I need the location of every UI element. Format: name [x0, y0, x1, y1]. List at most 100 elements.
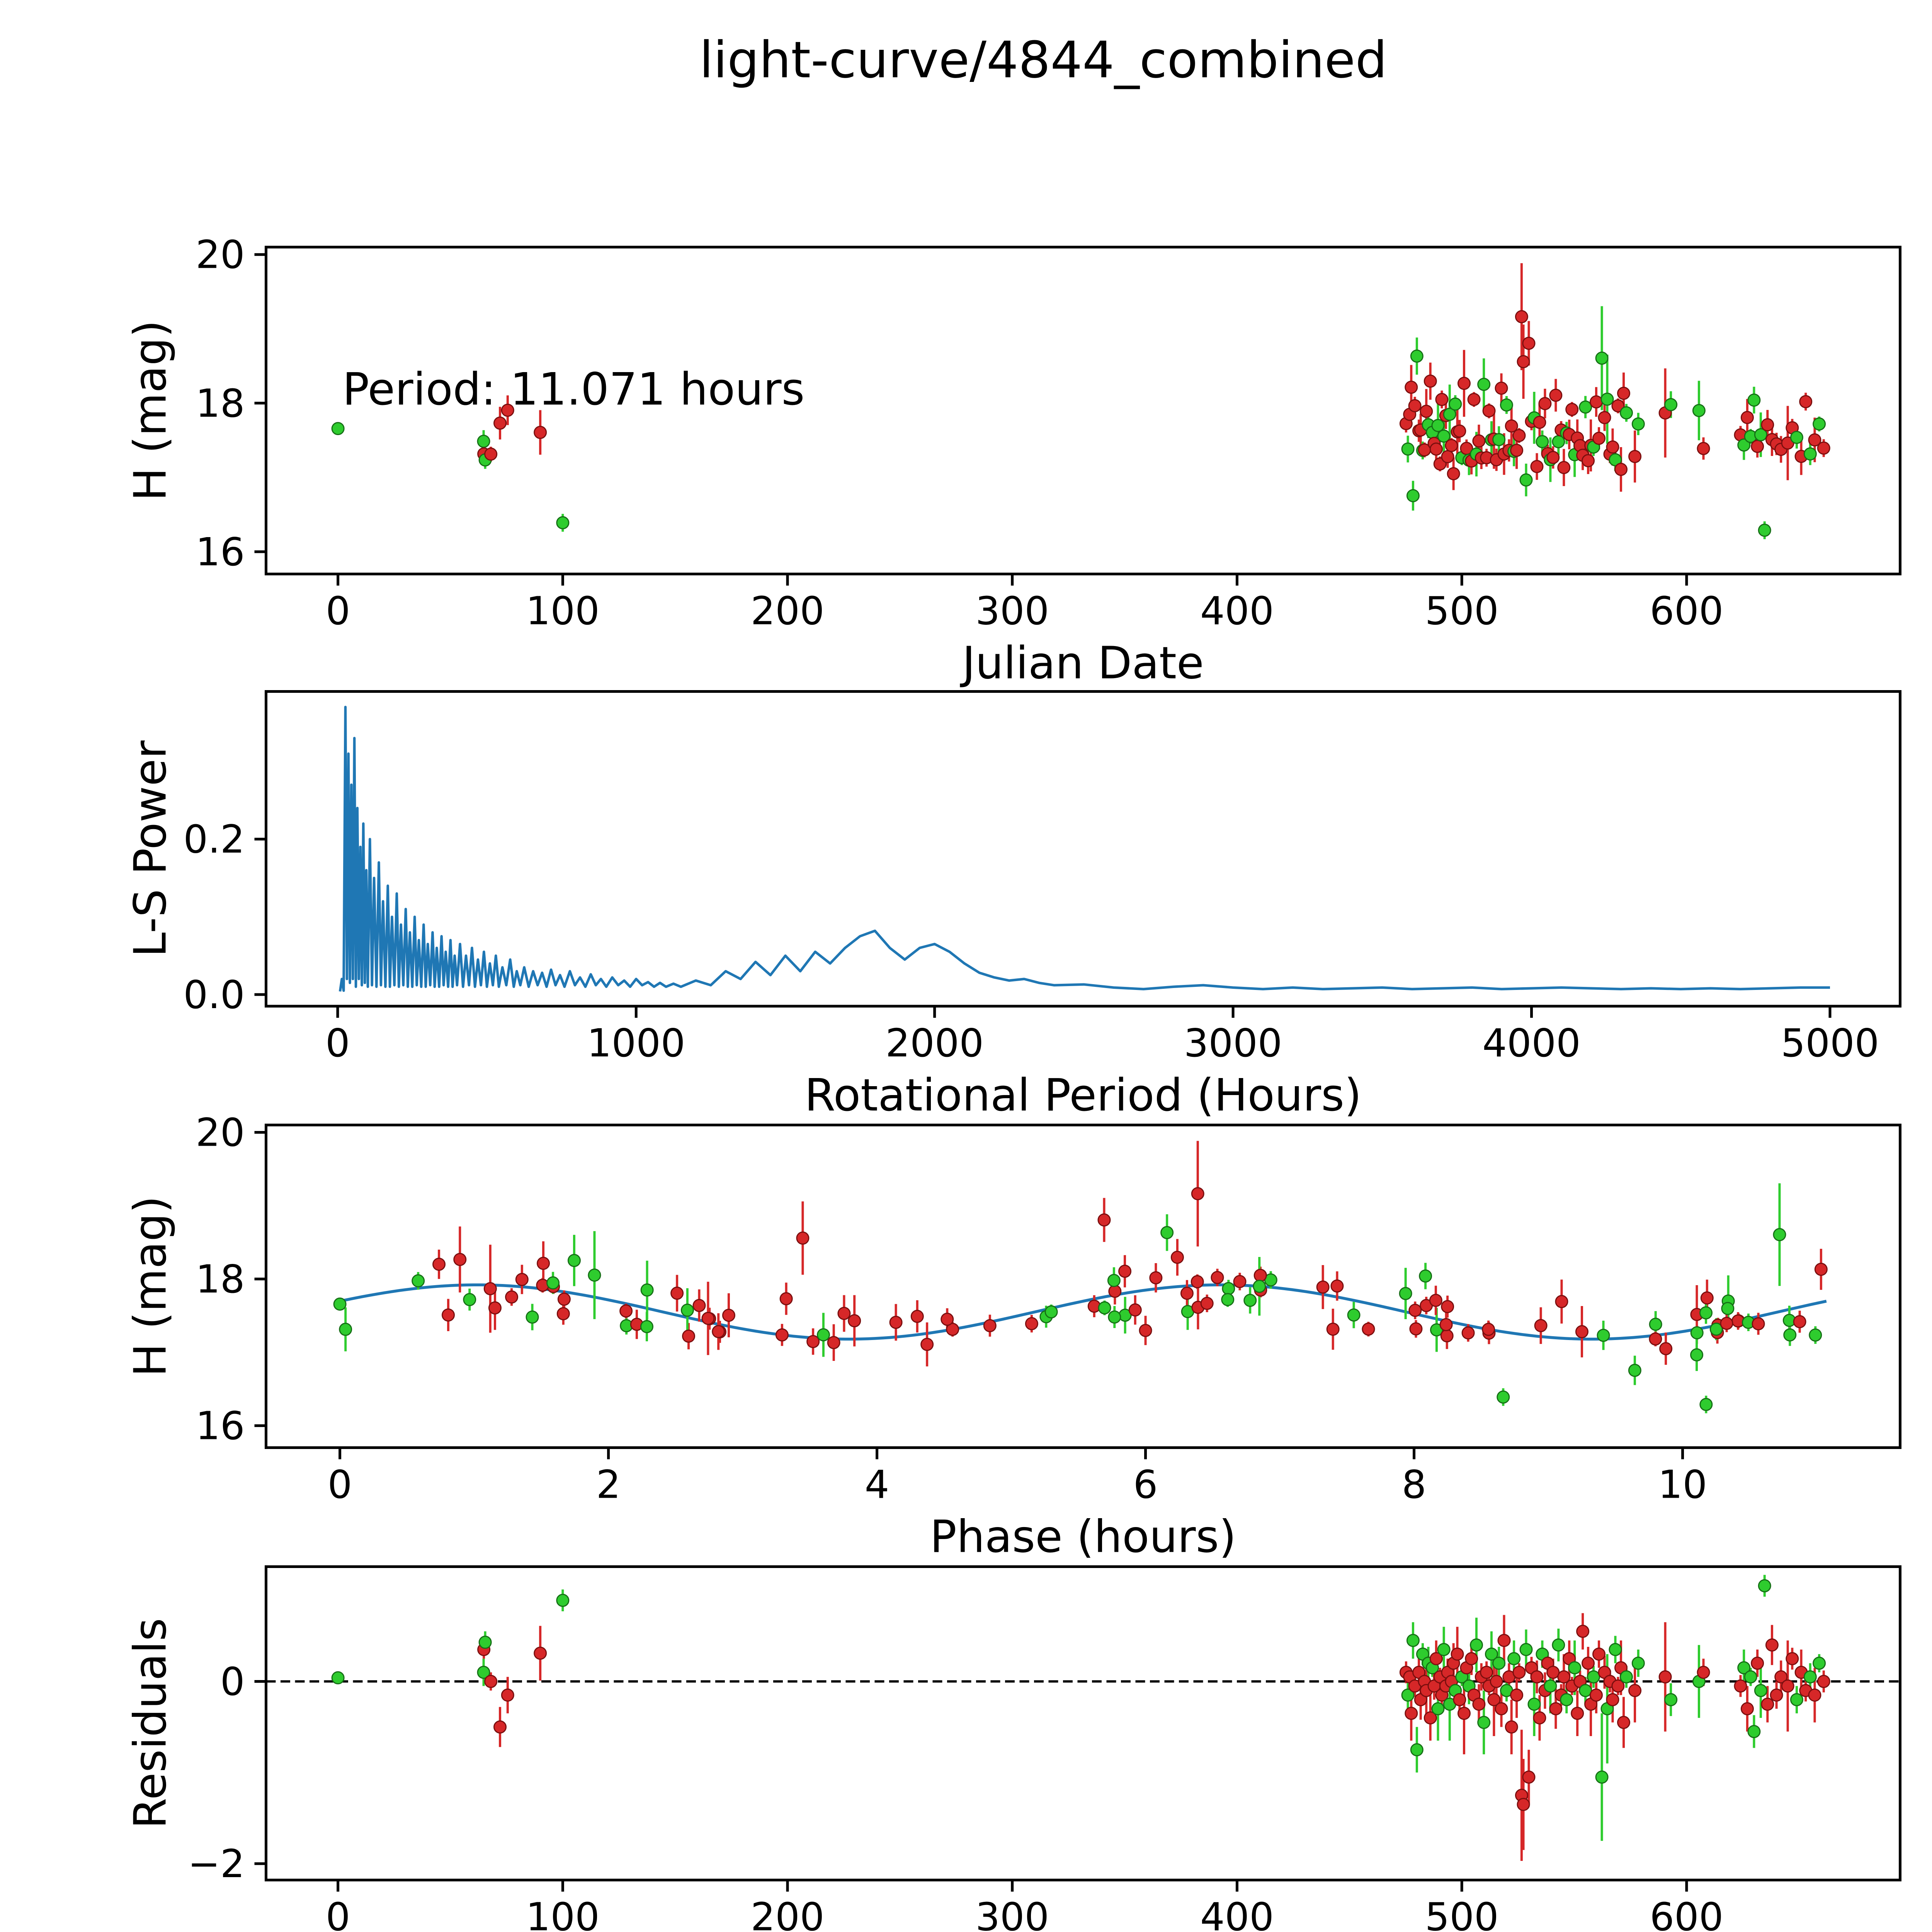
data-point [1362, 1322, 1375, 1336]
data-point [1803, 447, 1817, 461]
data-point [1437, 1643, 1451, 1656]
data-point [526, 1310, 539, 1324]
data-point [1737, 1661, 1751, 1675]
data-point [1482, 404, 1496, 418]
data-point [1761, 1697, 1774, 1711]
x-tick-label: 8 [1402, 1462, 1427, 1507]
data-point [1211, 1271, 1224, 1284]
data-point [1751, 1656, 1764, 1670]
data-point [1751, 440, 1764, 453]
data-point [1803, 1670, 1817, 1684]
error-bars [338, 1141, 1822, 1413]
data-point [1697, 442, 1710, 455]
x-tick-label: 600 [1650, 1895, 1723, 1932]
data-point [477, 435, 490, 448]
data-point [1519, 1643, 1533, 1656]
data-point [1598, 411, 1611, 424]
data-point [556, 1307, 570, 1320]
data-point [483, 1282, 497, 1296]
data-point [1700, 1291, 1714, 1305]
data-point [1609, 453, 1622, 466]
data-point [1530, 1670, 1544, 1684]
y-tick-label: 16 [196, 529, 245, 575]
data-point [1552, 1638, 1565, 1652]
data-point [1405, 1707, 1418, 1720]
x-tick-label: 200 [751, 588, 825, 634]
data-point [1330, 1279, 1344, 1293]
data-point [1118, 1264, 1132, 1278]
data-point [1527, 1697, 1541, 1711]
data-point [505, 1290, 519, 1304]
data-point [1443, 408, 1456, 421]
data-point [1044, 1305, 1058, 1319]
data-point [331, 1671, 345, 1685]
data-point [1467, 393, 1481, 406]
data-point [463, 1293, 476, 1306]
x-tick-label: 6 [1133, 1462, 1158, 1507]
data-point [1590, 395, 1603, 409]
data-point [1469, 1638, 1483, 1652]
y-tick-label: 0 [220, 1659, 245, 1704]
data-point [1628, 450, 1642, 463]
y-tick-label: 20 [196, 232, 245, 277]
data-point [515, 1273, 529, 1286]
data-point [1449, 397, 1462, 411]
data-point [1582, 1656, 1595, 1670]
plot-frame [264, 1123, 1901, 1449]
data-point [692, 1299, 706, 1312]
data-point [1808, 1688, 1821, 1702]
data-point [1108, 1310, 1121, 1324]
data-point [1817, 441, 1830, 455]
data-point [432, 1257, 446, 1271]
data-point [1108, 1284, 1122, 1298]
data-point [1619, 406, 1633, 420]
data-point [1597, 1328, 1610, 1342]
data-point [1515, 310, 1528, 323]
data-point [1510, 1688, 1524, 1702]
data-point [1507, 1652, 1521, 1665]
data-point [1191, 1187, 1204, 1201]
data-point [1522, 337, 1536, 350]
data-point [1519, 473, 1533, 487]
data-point [567, 1254, 581, 1267]
data-point [1817, 1675, 1830, 1688]
data-point [1510, 444, 1524, 457]
x-tick-label: 1000 [587, 1020, 685, 1066]
data-point [1107, 1274, 1121, 1287]
data-point [1453, 1693, 1466, 1706]
y-tick-label: 18 [196, 381, 245, 426]
data-point [1649, 1332, 1662, 1346]
data-point [1560, 1693, 1573, 1706]
data-points [331, 310, 1830, 537]
data-point [1429, 1652, 1443, 1665]
data-point [1536, 435, 1549, 449]
data-point [1128, 1303, 1142, 1317]
x-tick-label: 10 [1658, 1462, 1707, 1507]
x-tick-label: 400 [1200, 588, 1274, 634]
data-point [1783, 1328, 1797, 1342]
data-point [1097, 1213, 1111, 1227]
data-point [1347, 1308, 1361, 1322]
data-point [1631, 1656, 1645, 1670]
data-point [442, 1308, 455, 1322]
data-point [1658, 1670, 1672, 1684]
data-point [1758, 1579, 1771, 1593]
data-point [1423, 374, 1437, 388]
data-point [1429, 442, 1443, 456]
data-point [556, 516, 570, 529]
data-point [1546, 1665, 1560, 1679]
data-point [1611, 1679, 1625, 1693]
data-point [1692, 404, 1706, 417]
model-curve [339, 1283, 1827, 1341]
data-point [1487, 1693, 1501, 1706]
data-point [680, 1303, 694, 1317]
data-point [1765, 1638, 1779, 1652]
data-point [1582, 454, 1595, 468]
data-point [1614, 463, 1628, 476]
data-point [1761, 418, 1774, 432]
data-point [1557, 461, 1571, 474]
data-point [1406, 1634, 1420, 1647]
data-point [1530, 460, 1544, 473]
data-point [1149, 1271, 1163, 1284]
